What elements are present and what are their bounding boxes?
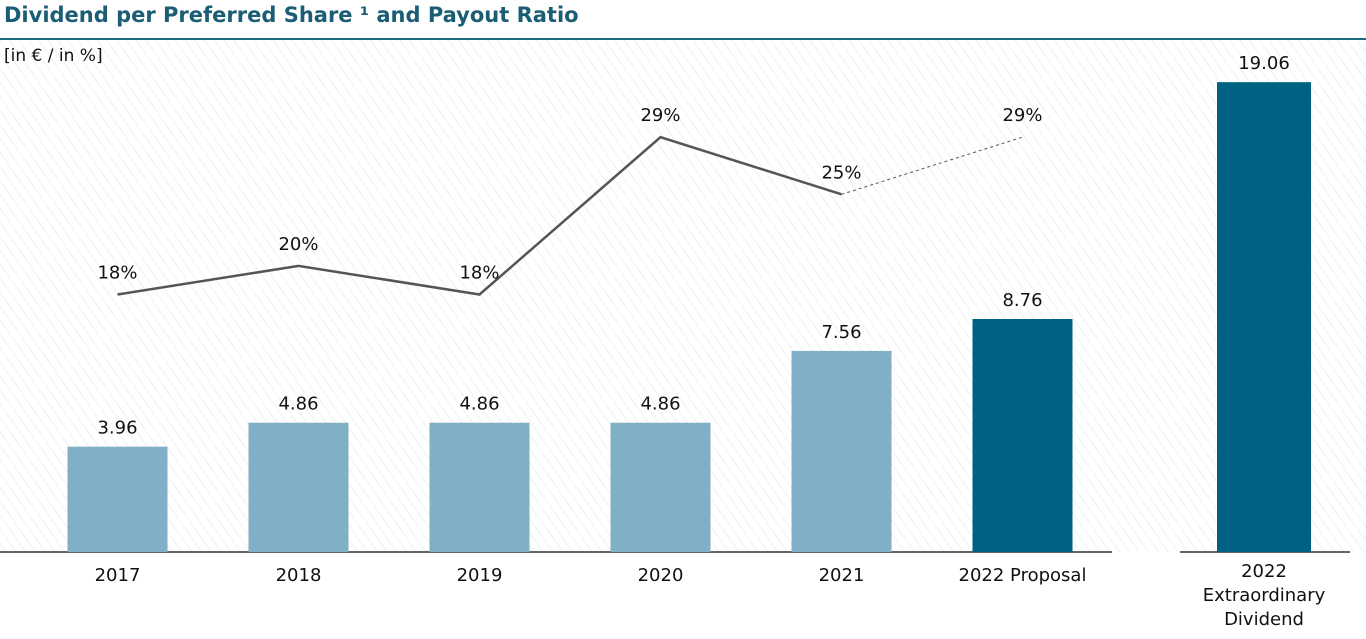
data-label: 18% — [97, 263, 137, 284]
data-label: 29% — [640, 105, 680, 126]
x-tick-label: 2021 — [819, 565, 865, 586]
data-label: 20% — [278, 234, 318, 255]
bar — [972, 318, 1073, 552]
bar — [791, 350, 892, 552]
data-label: 3.96 — [97, 418, 137, 439]
bar — [1217, 82, 1311, 553]
data-label: 8.76 — [1002, 290, 1042, 311]
x-tick-label: 2022 Extraordinary Dividend — [1202, 561, 1326, 630]
bar — [610, 422, 711, 552]
chart-title: Dividend per Preferred Share ¹ and Payou… — [4, 3, 579, 27]
x-tick-label: 2022 Proposal — [959, 565, 1087, 586]
line-projection — [841, 136, 1023, 195]
data-label: 25% — [821, 162, 861, 183]
data-label: 4.86 — [278, 394, 318, 415]
x-tick-label: 2020 — [638, 565, 684, 586]
data-label: 4.86 — [640, 394, 680, 415]
data-label: 18% — [459, 263, 499, 284]
x-tick-label: 2017 — [95, 565, 141, 586]
data-label: 7.56 — [821, 322, 861, 343]
unit-label: [in € / in %] — [4, 46, 103, 66]
line — [117, 135, 842, 296]
data-label: 29% — [1002, 105, 1042, 126]
bar — [429, 422, 530, 552]
x-tick-label: 2019 — [457, 565, 503, 586]
data-label: 4.86 — [459, 394, 499, 415]
data-label: 19.06 — [1238, 53, 1290, 74]
x-tick-label: 2018 — [276, 565, 322, 586]
bar — [67, 446, 168, 552]
bar — [248, 422, 349, 552]
